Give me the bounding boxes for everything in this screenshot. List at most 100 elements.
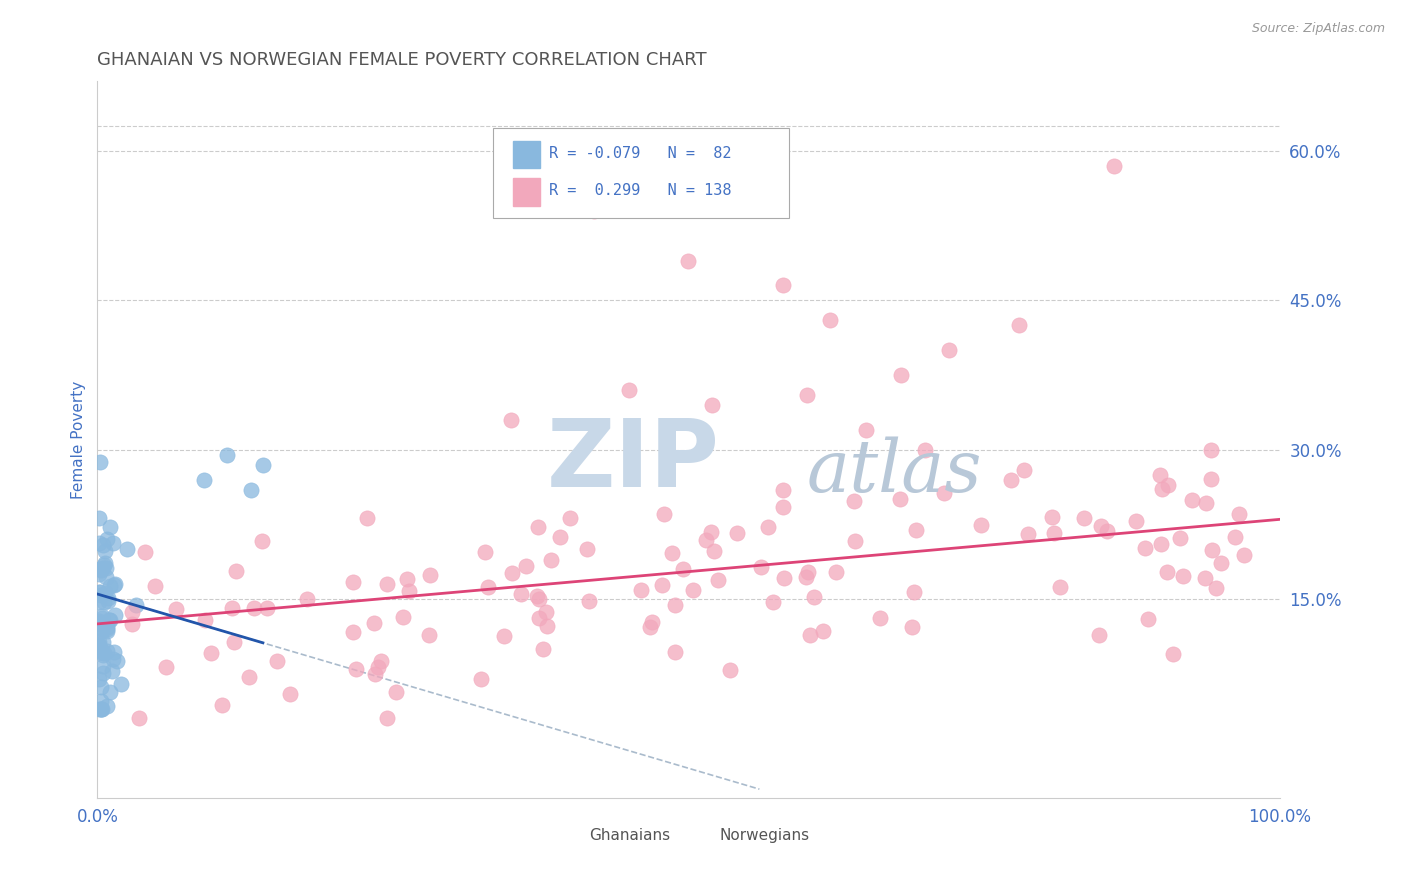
- Text: atlas: atlas: [807, 437, 983, 508]
- Point: [363, 615, 385, 630]
- Point: [278, 687, 301, 701]
- Point: [375, 711, 398, 725]
- Point: [1168, 531, 1191, 545]
- Point: [89, 455, 111, 469]
- Point: [96, 532, 118, 546]
- Point: [794, 569, 817, 583]
- Point: [91, 701, 114, 715]
- Text: GHANAIAN VS NORWEGIAN FEMALE POVERTY CORRELATION CHART: GHANAIAN VS NORWEGIAN FEMALE POVERTY COR…: [97, 51, 707, 69]
- Point: [90, 588, 112, 602]
- Point: [93, 543, 115, 558]
- Text: ZIP: ZIP: [547, 416, 720, 508]
- Point: [938, 343, 960, 358]
- Point: [155, 660, 177, 674]
- Point: [534, 605, 557, 619]
- Point: [1137, 612, 1160, 626]
- Point: [252, 458, 274, 472]
- Point: [718, 663, 741, 677]
- Point: [367, 660, 389, 674]
- Point: [87, 567, 110, 582]
- Point: [98, 613, 121, 627]
- Point: [87, 635, 110, 649]
- Point: [121, 616, 143, 631]
- Point: [342, 624, 364, 639]
- Point: [96, 624, 118, 639]
- Point: [1012, 462, 1035, 476]
- Point: [193, 473, 215, 487]
- Point: [470, 673, 492, 687]
- Point: [238, 670, 260, 684]
- Point: [890, 368, 912, 382]
- Point: [87, 614, 110, 628]
- Point: [90, 621, 112, 635]
- Point: [844, 493, 866, 508]
- Point: [932, 486, 955, 500]
- Point: [1042, 510, 1064, 524]
- Point: [1125, 515, 1147, 529]
- Point: [89, 562, 111, 576]
- Point: [640, 615, 662, 629]
- Point: [1229, 507, 1251, 521]
- Point: [796, 388, 818, 402]
- Point: [527, 592, 550, 607]
- Point: [418, 627, 440, 641]
- Point: [811, 624, 834, 639]
- Point: [762, 595, 785, 609]
- Point: [370, 654, 392, 668]
- Point: [96, 620, 118, 634]
- Point: [419, 568, 441, 582]
- Point: [772, 278, 794, 293]
- Point: [889, 492, 911, 507]
- Point: [356, 510, 378, 524]
- Point: [110, 677, 132, 691]
- Point: [672, 562, 695, 576]
- Point: [91, 659, 114, 673]
- Point: [515, 559, 537, 574]
- Point: [578, 594, 600, 608]
- Point: [90, 701, 112, 715]
- Text: Ghanaians: Ghanaians: [589, 828, 671, 843]
- Point: [93, 646, 115, 660]
- Point: [700, 398, 723, 412]
- Point: [97, 594, 120, 608]
- Point: [90, 616, 112, 631]
- Point: [1149, 537, 1171, 551]
- Text: Source: ZipAtlas.com: Source: ZipAtlas.com: [1251, 22, 1385, 36]
- Point: [1000, 473, 1022, 487]
- Bar: [513, 141, 540, 168]
- Point: [222, 635, 245, 649]
- Point: [96, 698, 118, 713]
- Point: [773, 571, 796, 585]
- Bar: [513, 178, 540, 206]
- Point: [526, 590, 548, 604]
- Point: [101, 535, 124, 549]
- Point: [240, 483, 263, 497]
- Y-axis label: Female Poverty: Female Poverty: [72, 381, 86, 499]
- Point: [93, 595, 115, 609]
- Point: [725, 525, 748, 540]
- Point: [531, 641, 554, 656]
- Point: [143, 579, 166, 593]
- Point: [1173, 568, 1195, 582]
- Point: [558, 510, 581, 524]
- Point: [96, 570, 118, 584]
- Point: [105, 654, 128, 668]
- Point: [93, 648, 115, 662]
- Point: [90, 563, 112, 577]
- Point: [1201, 542, 1223, 557]
- Point: [695, 533, 717, 547]
- Point: [1135, 541, 1157, 555]
- Point: [1156, 565, 1178, 579]
- Point: [342, 575, 364, 590]
- Point: [1194, 571, 1216, 585]
- Point: [87, 615, 110, 630]
- Point: [477, 580, 499, 594]
- Point: [825, 565, 848, 579]
- Point: [194, 613, 217, 627]
- Point: [664, 645, 686, 659]
- Point: [90, 681, 112, 695]
- Point: [1149, 467, 1171, 482]
- Point: [98, 613, 121, 627]
- Point: [100, 664, 122, 678]
- Point: [101, 651, 124, 665]
